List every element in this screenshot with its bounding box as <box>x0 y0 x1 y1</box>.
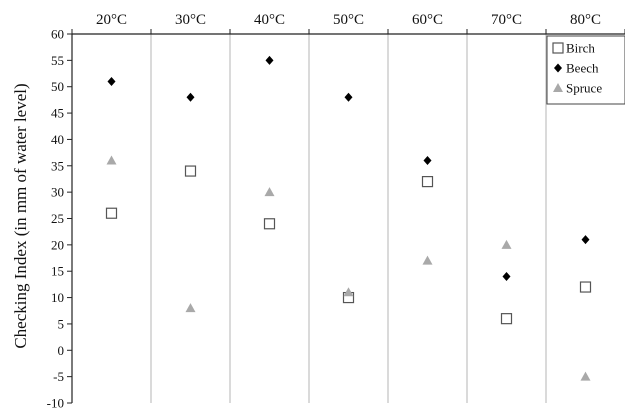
beech-point <box>107 76 116 86</box>
y-tick-label: 25 <box>51 211 64 226</box>
axes <box>71 29 625 403</box>
category-label: 50°C <box>333 12 364 28</box>
y-tick-label: 60 <box>51 27 64 42</box>
legend-birch-marker <box>552 42 564 54</box>
y-tick-label: 20 <box>51 237 64 252</box>
y-tick-label: 45 <box>51 106 64 121</box>
spruce-point <box>343 287 354 297</box>
y-tick-label: 55 <box>51 53 64 68</box>
y-axis-label: Checking Index (in mm of water level) <box>11 83 30 348</box>
birch-point <box>184 165 197 177</box>
spruce-point <box>185 303 196 313</box>
y-tick-label: -10 <box>47 396 64 410</box>
spruce-point <box>264 187 275 197</box>
birch-point <box>579 281 592 293</box>
legend-beech-marker <box>554 63 562 73</box>
legend: Birch Beech Spruce <box>546 35 625 105</box>
birch-point <box>105 207 118 219</box>
data-points <box>105 55 592 381</box>
category-label: 30°C <box>175 12 206 28</box>
legend-spruce-label: Spruce <box>566 81 602 96</box>
y-tick-label: 0 <box>58 343 65 358</box>
y-tick-label: 40 <box>51 132 64 147</box>
y-tick-label: 5 <box>58 316 65 331</box>
spruce-point <box>422 255 433 265</box>
beech-point <box>344 92 353 102</box>
spruce-point <box>501 239 512 249</box>
birch-point <box>421 176 434 188</box>
beech-point <box>502 271 511 281</box>
birch-point <box>500 313 513 325</box>
category-labels: 20°C 30°C 40°C 50°C 60°C 70°C 80°C <box>96 12 601 28</box>
beech-point <box>581 235 590 245</box>
y-tick-label: 30 <box>51 185 64 200</box>
beech-point <box>423 156 432 166</box>
category-label: 60°C <box>412 12 443 28</box>
birch-point <box>263 218 276 230</box>
category-label: 80°C <box>570 12 601 28</box>
y-tick-label: 35 <box>51 158 64 173</box>
beech-point <box>265 55 274 65</box>
legend-spruce-marker <box>553 83 563 92</box>
y-tick-label: -5 <box>53 369 64 384</box>
y-tick-label: 50 <box>51 79 64 94</box>
spruce-point <box>106 155 117 165</box>
beech-point <box>186 92 195 102</box>
category-label: 40°C <box>254 12 285 28</box>
y-axis-ticks: -10 -5 0 5 10 15 20 25 30 35 40 45 50 55 60 <box>47 27 72 410</box>
spruce-point <box>580 371 591 381</box>
legend-beech-label: Beech <box>566 61 599 76</box>
legend-birch-label: Birch <box>566 41 595 56</box>
category-label: 20°C <box>96 12 127 28</box>
category-dividers <box>150 34 547 403</box>
category-label: 70°C <box>491 12 522 28</box>
y-tick-label: 15 <box>51 264 64 279</box>
y-tick-label: 10 <box>51 290 64 305</box>
